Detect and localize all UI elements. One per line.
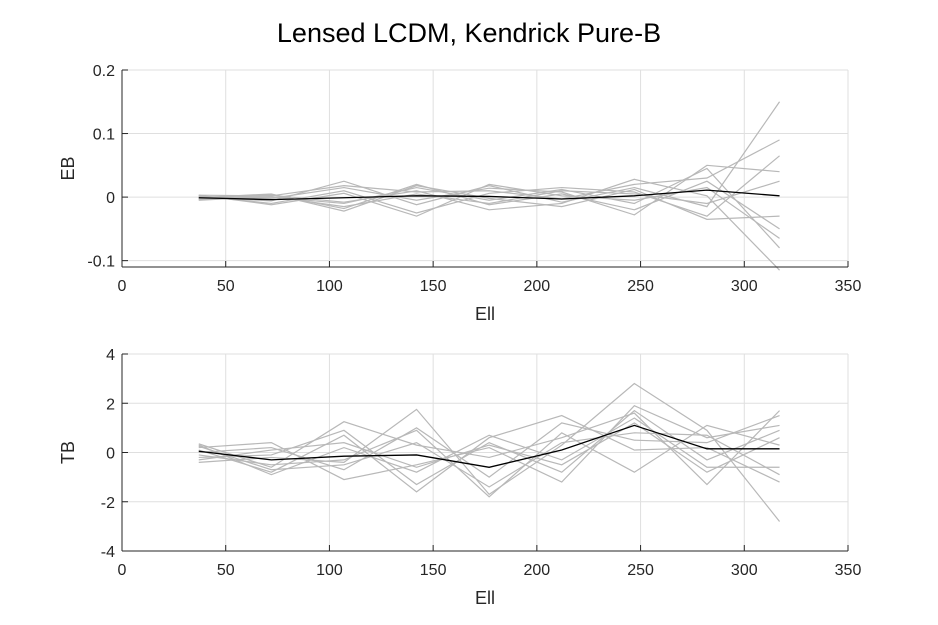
eb-xtick-label-3: 150 — [420, 278, 447, 295]
tb-xlabel: Ell — [475, 588, 495, 608]
eb-ytick-label-2: 0.1 — [93, 127, 115, 144]
eb-xtick-label-4: 200 — [524, 278, 551, 295]
tb-xtick-label-0: 0 — [118, 562, 127, 579]
eb-sim-line-1 — [198, 167, 780, 249]
eb-ytick-label-0: -0.1 — [87, 254, 115, 271]
figure-title: Lensed LCDM, Kendrick Pure-B — [277, 18, 661, 48]
tb-sim-line-9 — [198, 422, 780, 473]
tb-ytick-label-1: -2 — [101, 495, 115, 512]
eb-sim-line-6 — [198, 164, 780, 216]
tb-ytick-label-0: -4 — [101, 544, 115, 561]
tb-xtick-label-7: 350 — [835, 562, 862, 579]
tb-sim-line-5 — [198, 417, 780, 476]
tb-xtick-label-5: 250 — [627, 562, 654, 579]
tb-panel: 0 50 100 150 200 250 300 350 -4 -2 0 2 4 Ell TB — [58, 347, 861, 608]
eb-xtick-label-2: 100 — [316, 278, 343, 295]
eb-xlabel: Ell — [475, 304, 495, 324]
tb-xtick-label-2: 100 — [316, 562, 343, 579]
tb-ytick-label-4: 4 — [106, 347, 115, 364]
tb-sim-line-4 — [198, 424, 780, 498]
tb-sim-line-2 — [198, 414, 780, 493]
eb-ylabel: EB — [58, 156, 78, 180]
eb-sim-line-9 — [198, 180, 780, 208]
tb-xtick-label-4: 200 — [524, 562, 551, 579]
tb-xtick-label-1: 50 — [217, 562, 235, 579]
eb-xtick-label-7: 350 — [835, 278, 862, 295]
tb-ylabel: TB — [58, 441, 78, 464]
eb-mean-line — [198, 189, 780, 201]
tb-sim-line-6 — [198, 415, 780, 478]
tb-sim-line-7 — [198, 409, 780, 486]
tb-sim-line-0 — [198, 410, 780, 486]
eb-ytick-label-1: 0 — [106, 190, 115, 207]
tb-mean-line — [198, 424, 780, 468]
eb-xtick-label-0: 0 — [118, 278, 127, 295]
eb-ytick-label-3: 0.2 — [93, 63, 115, 80]
eb-sim-line-5 — [198, 178, 780, 271]
tb-xtick-label-6: 300 — [731, 562, 758, 579]
tb-ytick-label-3: 2 — [106, 396, 115, 413]
eb-xtick-label-5: 250 — [627, 278, 654, 295]
tb-sim-line-8 — [198, 432, 780, 488]
eb-xtick-label-6: 300 — [731, 278, 758, 295]
tb-ytick-label-2: 0 — [106, 446, 115, 463]
eb-xtick-label-1: 50 — [217, 278, 235, 295]
tb-xtick-label-3: 150 — [420, 562, 447, 579]
